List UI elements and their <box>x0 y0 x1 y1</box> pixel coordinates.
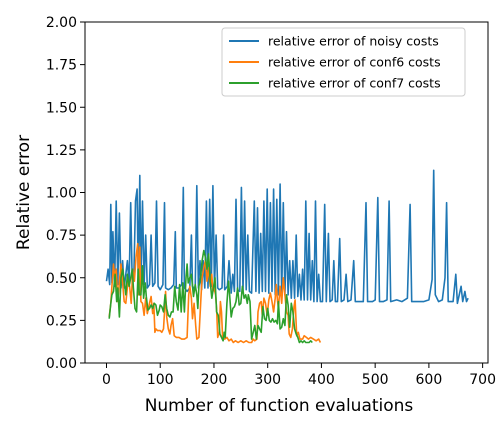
x-tick-label: 500 <box>362 372 389 388</box>
legend: relative error of noisy costs relative er… <box>222 28 465 96</box>
y-tick-label: 0.00 <box>46 356 77 372</box>
legend-label: relative error of conf7 costs <box>268 76 441 91</box>
x-axis-label: Number of function evaluations <box>145 396 414 416</box>
series-layer <box>107 170 469 342</box>
x-tick-label: 600 <box>416 372 443 388</box>
x-tick-label: 200 <box>201 372 228 388</box>
y-tick-label: 0.50 <box>46 271 77 287</box>
y-tick-label: 2.00 <box>46 15 77 31</box>
legend-label: relative error of conf6 costs <box>268 55 441 70</box>
y-tick-label: 0.75 <box>46 228 77 244</box>
y-tick-label: 0.25 <box>46 313 77 329</box>
x-tick-label: 100 <box>147 372 174 388</box>
x-tick-label: 0 <box>102 372 111 388</box>
y-tick-label: 1.25 <box>46 143 77 159</box>
x-tick-label: 400 <box>308 372 335 388</box>
y-tick-label: 1.50 <box>46 100 77 116</box>
y-axis-label: Relative error <box>14 135 34 250</box>
legend-label: relative error of noisy costs <box>268 34 439 49</box>
y-tick-label: 1.75 <box>46 58 77 74</box>
x-tick-label: 700 <box>469 372 496 388</box>
y-tick-label: 1.00 <box>46 186 77 202</box>
x-tick-label: 300 <box>254 372 281 388</box>
series-line-1 <box>107 170 469 303</box>
y-axis: 0.00 0.25 0.50 0.75 1.00 1.25 1.50 1.75 2.00 <box>46 15 85 372</box>
x-axis: 0 100 200 300 400 500 600 700 <box>102 363 496 388</box>
